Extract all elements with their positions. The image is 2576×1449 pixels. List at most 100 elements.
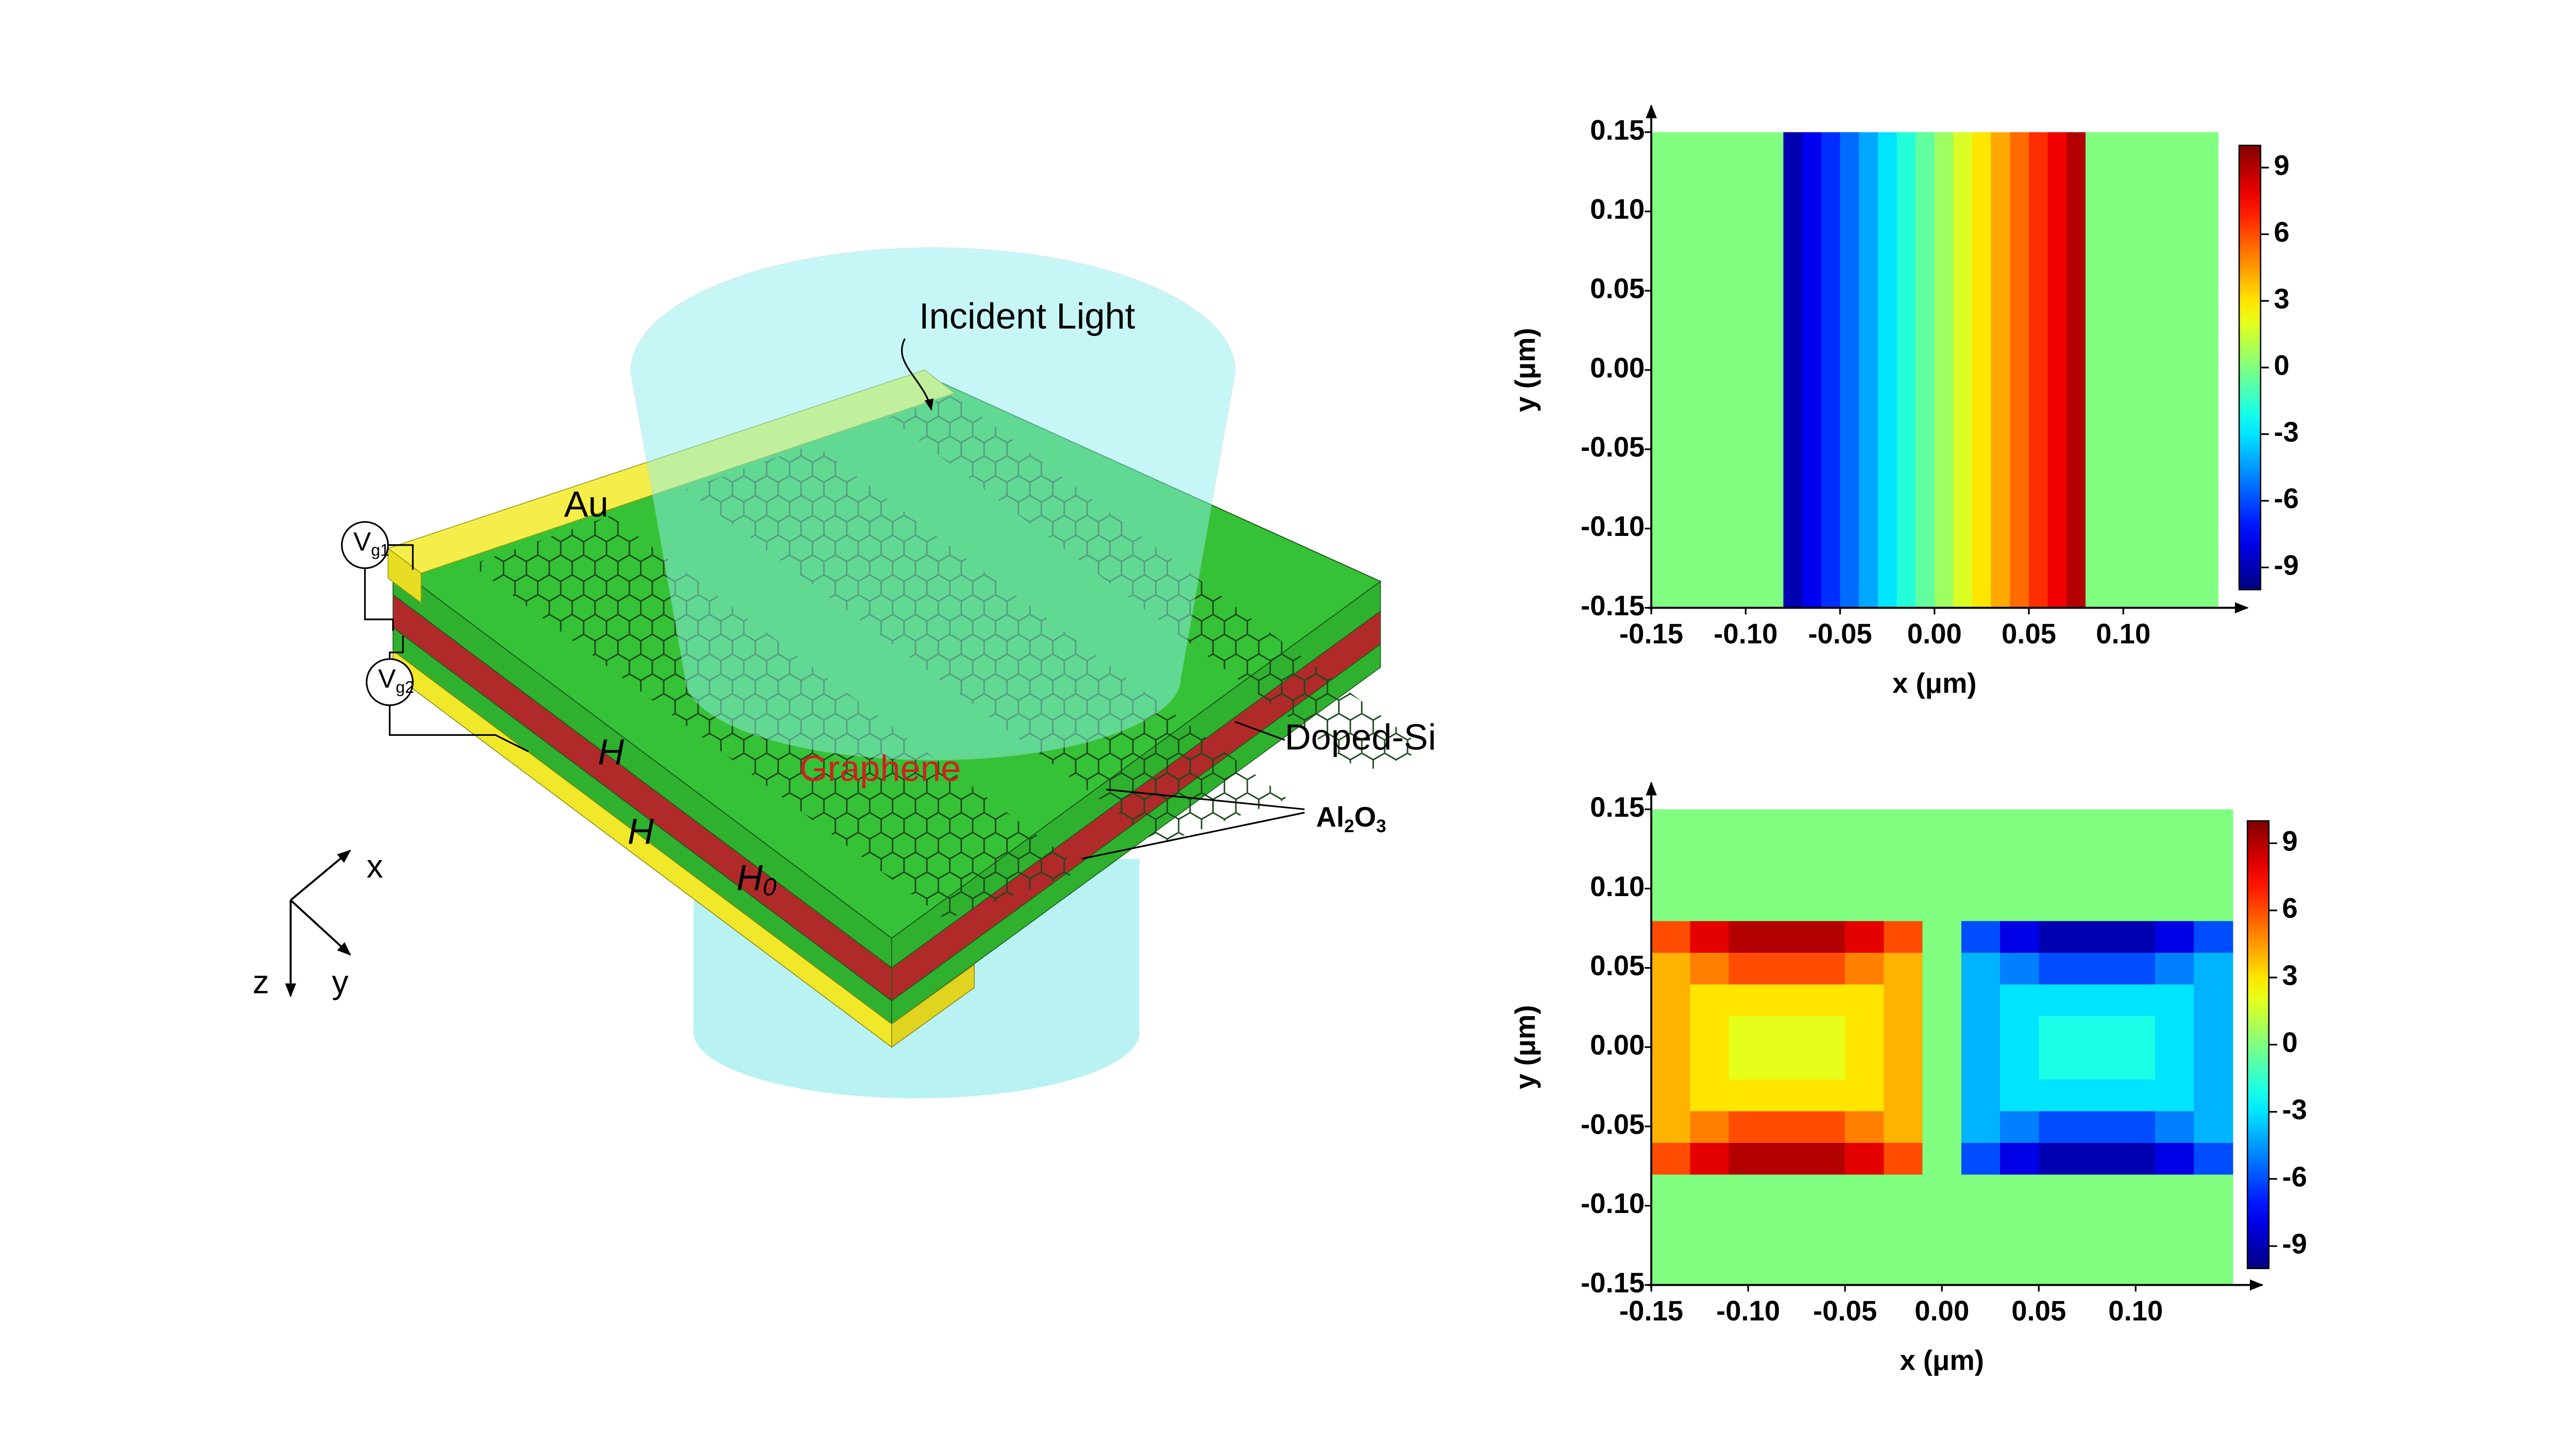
heatmap-cell xyxy=(1728,1142,1769,1175)
heatmap-cell xyxy=(2116,809,2156,921)
heatmap-cell xyxy=(1953,132,1973,609)
heatmap-cell xyxy=(1922,952,1962,985)
vg2-label: Vg2 xyxy=(378,664,414,697)
heatmap-cell xyxy=(1922,1174,1962,1286)
colorbar-tick-label: 6 xyxy=(2274,216,2289,248)
heatmap-cell xyxy=(2000,1174,2040,1286)
au-label: Au xyxy=(564,484,608,525)
heatmap-cell xyxy=(1845,1015,1885,1048)
axis-arrow xyxy=(290,899,351,956)
heatmap-cell xyxy=(1651,1174,1691,1286)
colorbar-tick-label: -3 xyxy=(2282,1094,2307,1125)
heatmap-cell xyxy=(2155,920,2195,953)
heatmap-cell xyxy=(2194,952,2233,985)
al2o3-part: O xyxy=(1354,801,1376,833)
heatmap-cell xyxy=(1884,1079,1923,1111)
heatmap-cell xyxy=(2010,132,2030,609)
graphene-label: Graphene xyxy=(800,748,961,788)
y-axis-title: y (μm) xyxy=(1510,1005,1541,1089)
h0-sub: 0 xyxy=(762,873,776,901)
y-axis-title: y (μm) xyxy=(1510,328,1541,412)
heatmap-cell xyxy=(1884,1047,1923,1080)
colorbar-tick-label: 0 xyxy=(2274,350,2289,381)
heatmap-cell xyxy=(2000,1142,2040,1175)
heatmap-cell xyxy=(2000,952,2040,985)
y-tick-label: -0.15 xyxy=(1581,590,1645,621)
heatmap-cell xyxy=(2085,132,2105,609)
heatmap-cell xyxy=(1728,809,1769,921)
x-axis-title: x (μm) xyxy=(1900,1345,1984,1376)
light-beam xyxy=(630,247,1236,761)
heatmap-cell xyxy=(1922,809,1962,921)
colorbar-tick-label: 0 xyxy=(2282,1027,2297,1058)
heatmap-cell xyxy=(2194,1079,2233,1111)
x-tick-label: -0.15 xyxy=(1619,618,1683,649)
heatmap-cell xyxy=(2077,809,2117,921)
heatmap-cell xyxy=(1884,952,1923,985)
heatmap-cell xyxy=(2116,1110,2156,1143)
colorbar xyxy=(2238,144,2262,591)
heatmap-cell xyxy=(1961,1047,2001,1080)
vg1-label: Vg1 xyxy=(353,527,389,560)
heatmap-cell xyxy=(1767,1142,1807,1175)
x-tick-label: 0.10 xyxy=(2096,618,2150,649)
y-tick-label: -0.05 xyxy=(1581,1108,1645,1140)
heatmap-cell xyxy=(1728,1110,1769,1143)
heatmap-cell xyxy=(1728,1174,1769,1286)
device-diagram xyxy=(285,247,1427,1099)
heatmap-cell xyxy=(2155,952,2195,985)
heatmap-cell xyxy=(1767,1174,1807,1286)
heatmap-cell xyxy=(2155,984,2195,1016)
axis-arrow xyxy=(290,849,351,901)
heatmap-cell xyxy=(1884,920,1923,953)
y-tick-label: 0.00 xyxy=(1590,352,1645,383)
heatmap-cell xyxy=(2155,1047,2195,1080)
heatmap-cell xyxy=(1690,984,1730,1016)
heatmap-cell xyxy=(1651,1110,1691,1143)
heatmap-cell xyxy=(2039,1079,2078,1111)
y-tick-label: 0.05 xyxy=(1590,273,1645,305)
heatmap-cell xyxy=(2194,984,2233,1016)
heatmap-cell xyxy=(1922,1079,1962,1111)
heatmap-cell xyxy=(2000,1110,2040,1143)
heatmap-cell xyxy=(2077,1047,2117,1080)
heatmap-cell xyxy=(1884,984,1923,1016)
heatmap-cell xyxy=(2039,952,2078,985)
incident-light-label: Incident Light xyxy=(919,295,1136,336)
heatmap-cell xyxy=(2155,1079,2195,1111)
heatmap-cell xyxy=(2029,132,2048,609)
heatmap-cell xyxy=(1767,984,1807,1016)
heatmap-cell xyxy=(2000,1079,2040,1111)
heatmap-cell xyxy=(1972,132,1992,609)
h0-main: H xyxy=(736,857,762,898)
heatmap-cell xyxy=(2194,1015,2233,1048)
heatmap-cell xyxy=(1690,1174,1730,1286)
wire xyxy=(364,544,529,752)
x-tick-label: 0.00 xyxy=(1907,618,1962,649)
heatmap-cell xyxy=(1916,132,1936,609)
x-tick-label: 0.00 xyxy=(1914,1295,1969,1327)
heatmap-cell xyxy=(2116,952,2156,985)
heatmap-cell xyxy=(2116,1047,2156,1080)
heatmap-cell xyxy=(1884,1015,1923,1048)
heatmap-cell xyxy=(2077,1079,2117,1111)
heatmap-cell xyxy=(2039,1047,2078,1080)
heatmap-cell xyxy=(1922,984,1962,1016)
heatmap-cell xyxy=(1651,809,1691,921)
x-tick-label: 0.05 xyxy=(2011,1295,2066,1327)
heatmap-cell xyxy=(1961,984,2001,1016)
vg1-sub: g1 xyxy=(371,541,389,560)
heatmap-cell xyxy=(1767,1047,1807,1080)
heatmap-cell xyxy=(1767,952,1807,985)
heatmap-cell xyxy=(2000,1015,2040,1048)
x-tick-label: 0.10 xyxy=(2108,1295,2163,1327)
heatmap-cell xyxy=(2077,1174,2117,1286)
heatmap-cell xyxy=(2194,920,2233,953)
heatmap-cell xyxy=(1884,1142,1923,1175)
heatmap-cell xyxy=(2066,132,2087,609)
heatmap-cell xyxy=(1806,1174,1846,1286)
heatmap-cell xyxy=(2039,920,2078,953)
heatmap-cell xyxy=(1728,984,1769,1016)
al2o3-part: 3 xyxy=(1376,816,1386,836)
